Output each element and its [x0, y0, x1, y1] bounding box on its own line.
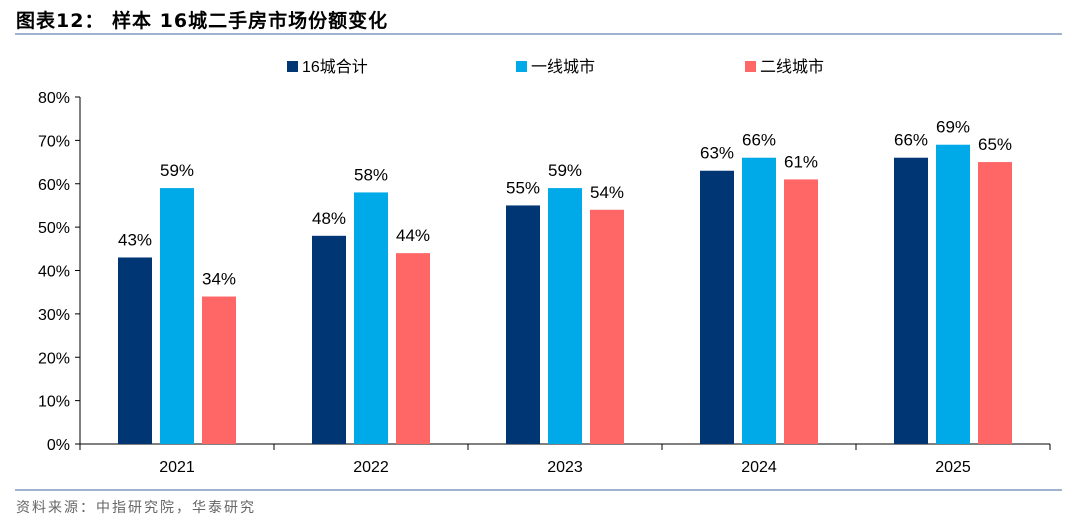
- y-tick-label: 60%: [38, 177, 70, 194]
- data-label: 54%: [590, 183, 624, 202]
- data-label: 66%: [894, 131, 928, 150]
- data-label: 66%: [742, 131, 776, 150]
- bar: [354, 192, 388, 444]
- legend-label: 16城合计: [302, 58, 368, 76]
- bar: [700, 170, 734, 445]
- y-tick-label: 40%: [38, 264, 70, 281]
- data-label: 58%: [354, 165, 388, 184]
- title-divider: [15, 33, 1062, 35]
- x-tick-label: 2025: [935, 459, 971, 476]
- data-label: 43%: [118, 230, 152, 249]
- bar: [894, 157, 928, 444]
- data-label: 65%: [978, 135, 1012, 154]
- legend-label: 二线城市: [760, 58, 824, 76]
- y-tick-label: 10%: [38, 394, 70, 411]
- x-tick-label: 2023: [547, 459, 583, 476]
- footer-divider: [15, 489, 1062, 491]
- bar: [590, 209, 624, 444]
- data-label: 59%: [160, 161, 194, 180]
- legend-swatch: [516, 61, 527, 72]
- data-label: 55%: [506, 178, 540, 197]
- data-label: 48%: [312, 209, 346, 228]
- x-tick-label: 2022: [353, 459, 389, 476]
- legend-swatch: [745, 61, 756, 72]
- data-label: 61%: [784, 152, 818, 171]
- y-tick-label: 70%: [38, 133, 70, 150]
- bar: [506, 205, 540, 444]
- bar: [978, 162, 1012, 444]
- source-note: 资料来源：中指研究院，华泰研究: [16, 500, 256, 516]
- y-tick-label: 0%: [47, 437, 70, 454]
- data-label: 44%: [396, 226, 430, 245]
- bar: [160, 188, 194, 444]
- legend-label: 一线城市: [531, 58, 595, 76]
- bar: [742, 157, 776, 444]
- legend-swatch: [287, 61, 298, 72]
- y-tick-label: 50%: [38, 220, 70, 237]
- data-label: 34%: [202, 270, 236, 289]
- bar: [936, 144, 970, 444]
- bar: [784, 179, 818, 444]
- data-label: 69%: [936, 118, 970, 137]
- chart-title: 图表12： 样本 16城二手房市场份额变化: [16, 10, 389, 32]
- bar: [118, 257, 152, 444]
- y-tick-label: 20%: [38, 350, 70, 367]
- data-label: 59%: [548, 161, 582, 180]
- data-label: 63%: [700, 144, 734, 163]
- x-tick-label: 2021: [159, 459, 195, 476]
- y-tick-label: 30%: [38, 307, 70, 324]
- bar: [202, 296, 236, 444]
- bar: [312, 235, 346, 444]
- bar: [548, 188, 582, 444]
- y-tick-label: 80%: [38, 90, 70, 107]
- bar: [396, 253, 430, 444]
- x-tick-label: 2024: [741, 459, 777, 476]
